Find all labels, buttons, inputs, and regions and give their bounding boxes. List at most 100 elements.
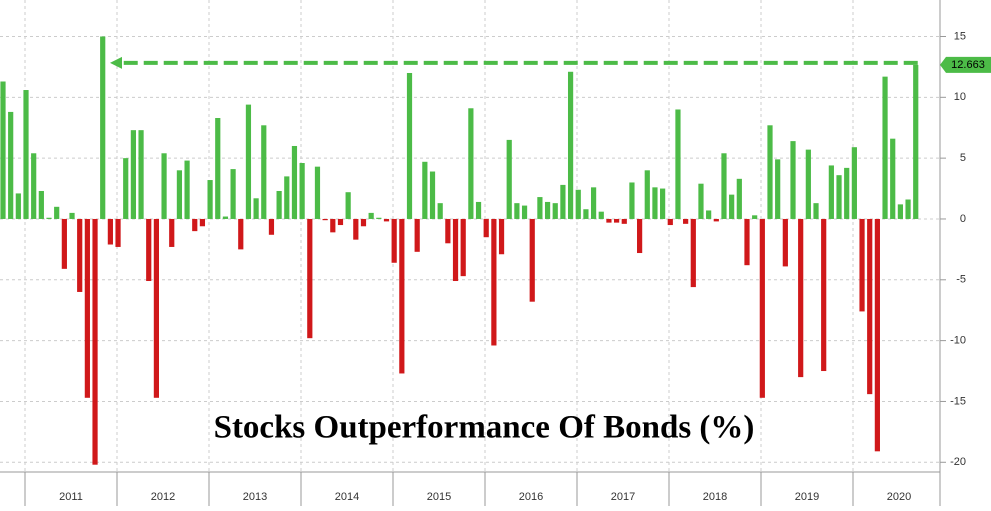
value-label: 12.663 bbox=[951, 59, 985, 71]
bar bbox=[230, 169, 236, 219]
bar bbox=[107, 218, 113, 245]
bar bbox=[468, 108, 474, 219]
bar bbox=[790, 141, 796, 219]
bar bbox=[621, 218, 627, 224]
bar bbox=[8, 111, 14, 219]
chart-title: Stocks Outperformance Of Bonds (%) bbox=[214, 410, 755, 446]
bar bbox=[46, 217, 52, 219]
y-tick-label: -5 bbox=[956, 274, 966, 286]
bar bbox=[552, 203, 558, 219]
x-tick-label: 2012 bbox=[151, 491, 175, 503]
bar bbox=[698, 183, 704, 219]
bar bbox=[130, 130, 136, 219]
bar bbox=[345, 192, 351, 219]
bar bbox=[775, 159, 781, 219]
bar bbox=[77, 218, 83, 292]
bar bbox=[752, 215, 758, 219]
bar bbox=[0, 81, 6, 219]
bar bbox=[736, 178, 742, 219]
bar bbox=[368, 212, 374, 219]
bar bbox=[215, 118, 221, 219]
value-tag bbox=[940, 56, 991, 73]
bar bbox=[521, 205, 528, 219]
bar bbox=[437, 203, 443, 219]
x-tick-label: 2018 bbox=[703, 491, 727, 503]
bar bbox=[537, 197, 543, 219]
bar bbox=[84, 218, 90, 398]
bar bbox=[567, 71, 574, 219]
bar bbox=[161, 153, 167, 219]
arrow-line bbox=[118, 60, 918, 85]
y-tick-label: 15 bbox=[954, 30, 966, 42]
bar bbox=[867, 218, 873, 395]
bar bbox=[836, 175, 842, 219]
x-tick-label: 2011 bbox=[59, 491, 83, 503]
bar bbox=[859, 218, 865, 312]
bar bbox=[406, 72, 413, 219]
bar bbox=[207, 180, 213, 219]
bar bbox=[100, 36, 106, 219]
bar bbox=[38, 190, 44, 219]
bar bbox=[360, 218, 367, 227]
bar bbox=[652, 187, 658, 219]
bar bbox=[199, 218, 206, 227]
bar bbox=[337, 218, 344, 226]
y-tick-label: 10 bbox=[954, 91, 966, 103]
bar bbox=[890, 138, 896, 219]
bar bbox=[729, 194, 735, 219]
bar bbox=[844, 167, 850, 219]
x-tick-label: 2020 bbox=[887, 491, 911, 503]
bar bbox=[913, 64, 919, 219]
bar bbox=[169, 218, 175, 247]
x-tick-label: 2017 bbox=[611, 491, 635, 503]
x-tick-label: 2016 bbox=[519, 491, 543, 503]
x-tick-label: 2019 bbox=[795, 491, 819, 503]
bar bbox=[560, 184, 566, 219]
bar bbox=[675, 109, 681, 219]
bar bbox=[61, 218, 67, 269]
bar bbox=[452, 218, 459, 282]
bar bbox=[376, 217, 382, 219]
bar bbox=[667, 218, 673, 226]
bar bbox=[245, 104, 252, 219]
bar bbox=[146, 218, 152, 282]
bar bbox=[529, 218, 535, 302]
bar bbox=[498, 218, 505, 255]
bar bbox=[491, 218, 497, 346]
bar bbox=[660, 188, 666, 219]
bar bbox=[460, 218, 466, 277]
bar bbox=[805, 149, 811, 219]
bar bbox=[813, 203, 819, 219]
bar bbox=[422, 161, 428, 219]
bar bbox=[821, 218, 827, 372]
bar bbox=[184, 160, 190, 219]
bar bbox=[391, 218, 397, 263]
bar bbox=[307, 218, 313, 339]
bar bbox=[15, 193, 21, 219]
bar bbox=[690, 218, 696, 288]
y-tick-label: -20 bbox=[950, 456, 966, 468]
bar bbox=[644, 170, 650, 219]
y-tick-label: -15 bbox=[950, 395, 966, 407]
y-tick-label: 5 bbox=[960, 152, 966, 164]
y-tick-label: 0 bbox=[960, 213, 966, 225]
bar bbox=[713, 218, 719, 222]
bar bbox=[583, 209, 589, 219]
bar bbox=[544, 201, 551, 219]
bar bbox=[222, 216, 229, 219]
bar bbox=[744, 218, 750, 266]
bar bbox=[261, 125, 267, 219]
bar bbox=[383, 218, 390, 222]
y-tick-label: -10 bbox=[950, 335, 966, 347]
bar bbox=[614, 218, 620, 223]
bar bbox=[514, 203, 520, 219]
bar bbox=[429, 171, 436, 219]
bar bbox=[483, 218, 489, 238]
bar bbox=[851, 147, 857, 219]
bar bbox=[897, 204, 903, 219]
bar bbox=[284, 176, 290, 219]
bar bbox=[276, 190, 282, 219]
bar bbox=[138, 130, 144, 219]
x-tick-label: 2013 bbox=[243, 491, 267, 503]
